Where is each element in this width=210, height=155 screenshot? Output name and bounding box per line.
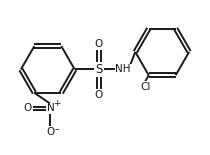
Text: O: O bbox=[24, 103, 32, 113]
Text: +: + bbox=[54, 99, 61, 108]
Text: NH: NH bbox=[116, 64, 131, 74]
Text: S: S bbox=[95, 63, 103, 76]
Text: N: N bbox=[47, 103, 54, 113]
Text: O: O bbox=[95, 39, 103, 49]
Text: O: O bbox=[95, 90, 103, 100]
Text: Cl: Cl bbox=[140, 82, 151, 92]
Text: O: O bbox=[46, 127, 55, 137]
Text: –: – bbox=[55, 126, 59, 135]
